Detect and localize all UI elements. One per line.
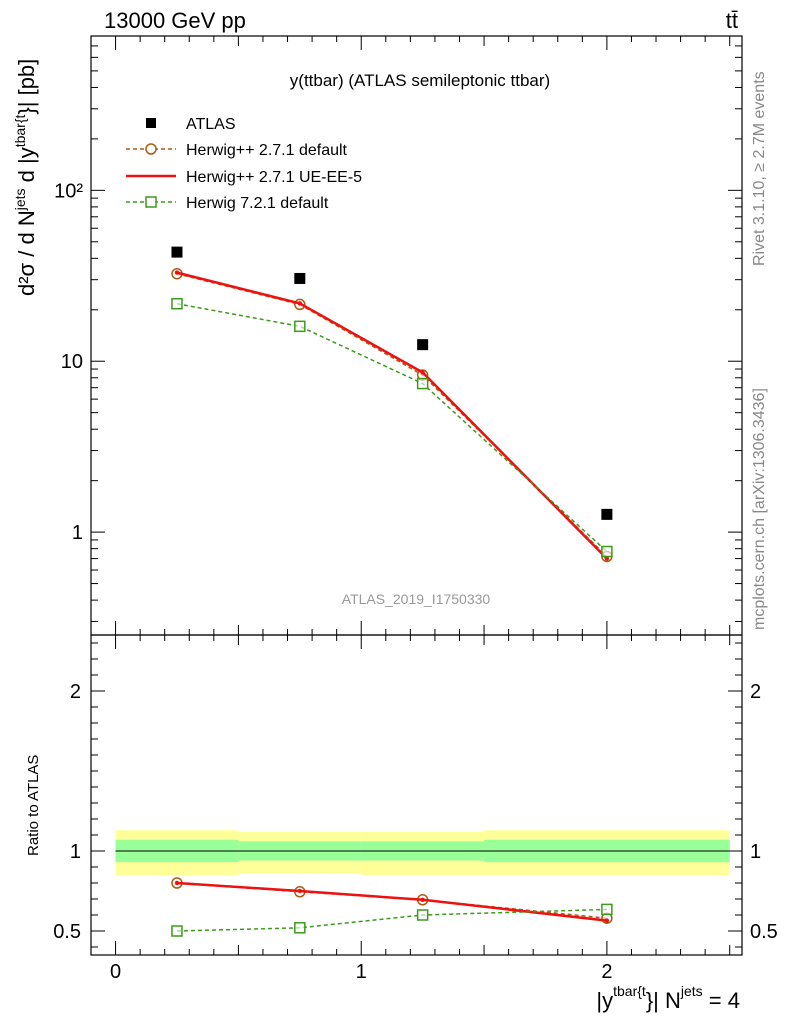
legend: ATLAS Herwig++ 2.7.1 default Herwig++ 2.… [126, 116, 362, 212]
data-point-atlas [601, 508, 613, 520]
data-point-herwig-7-2-1-default [294, 320, 306, 333]
main-panel: y(ttbar) (ATLAS semileptonic ttbar) ATLA… [12, 35, 743, 636]
data-point-herwig-7-2-1-default [601, 545, 613, 558]
data-point-herwig-2-7-1-ue-ee-5 [174, 270, 180, 275]
ratio-line-herwig-2-7-1-ue-ee-5 [176, 881, 608, 922]
mcplots-label: mcplots.cern.ch [arXiv:1306.3436] [751, 388, 768, 630]
ratio-point-herwig-2-7-1-ue-ee-5 [604, 918, 610, 923]
ratio-frame [90, 634, 743, 956]
ratio-point-herwig-7-2-1-default [601, 903, 613, 916]
x-tick-label: 1 [356, 961, 367, 983]
ratio-point-herwig-2-7-1-ue-ee-5 [297, 888, 303, 894]
legend-label-herwig7: Herwig 7.2.1 default [186, 195, 329, 212]
x-tick-label: 2 [601, 961, 612, 983]
data-point-herwig-2-7-1-ue-ee-5 [420, 370, 425, 375]
ratio-line-herwig-7-2-1-default [176, 908, 607, 932]
data-point-herwig-7-2-1-default [171, 297, 183, 310]
data-point-atlas [294, 272, 306, 284]
ratio-y-tick-label-left: 1 [70, 841, 81, 863]
x-axis-label: |ytbar{t}| Njets = 4 [596, 983, 740, 1013]
ratio-y-tick-label-right: 2 [750, 681, 761, 703]
legend-marker-herwig7 [145, 196, 157, 208]
series-line-herwig-2-7-1-ue-ee-5 [176, 271, 608, 560]
y-tick-label: 10 [61, 351, 83, 373]
data-point-atlas [417, 339, 429, 351]
ratio-point-herwig-7-2-1-default [416, 909, 429, 921]
legend-marker-atlas [146, 118, 156, 128]
ratio-y-label: Ratio to ATLAS [25, 755, 42, 856]
series-line-herwig-7-2-1-default [176, 302, 608, 553]
y-axis-label: d²σ / d Njets d |ytbar{t}| [pb] [12, 59, 39, 296]
ratio-y-tick-label-right: 1 [750, 841, 761, 863]
data-point-atlas [171, 246, 183, 258]
header-right: tt̄ [726, 8, 738, 33]
rivet-label: Rivet 3.1.10, ≥ 2.7M events [751, 71, 768, 266]
chart-title: y(ttbar) (ATLAS semileptonic ttbar) [290, 71, 550, 90]
data-point-herwig-7-2-1-default [416, 377, 429, 390]
y-tick-label: 10² [54, 180, 83, 202]
legend-marker-herwigpp-default [145, 143, 157, 155]
header-left: 13000 GeV pp [104, 8, 246, 33]
ratio-point-herwig-2-7-1-ue-ee-5 [420, 897, 425, 902]
ratio-y-tick-label-left: 0.5 [53, 921, 81, 943]
analysis-label: ATLAS_2019_I1750330 [342, 591, 491, 607]
legend-label-herwigpp-default: Herwig++ 2.7.1 default [186, 142, 348, 159]
ratio-point-herwig-2-7-1-ue-ee-5 [174, 880, 180, 886]
data-point-herwig-2-7-1-ue-ee-5 [297, 301, 303, 306]
y-tick-label: 1 [72, 522, 83, 544]
ratio-point-herwig-7-2-1-default [171, 925, 183, 937]
x-tick-label: 0 [110, 961, 121, 983]
legend-label-herwigpp-ueee5: Herwig++ 2.7.1 UE-EE-5 [186, 169, 362, 186]
data-point-herwig-2-7-1-ue-ee-5 [604, 556, 610, 561]
legend-label-atlas: ATLAS [186, 116, 236, 133]
ratio-y-tick-label-left: 2 [70, 681, 81, 703]
ratio-panel: 0.5 0.5 1 1 2 2 0 1 2 Ratio to ATLAS |ytbar{t}| … [25, 634, 778, 1013]
ratio-y-tick-label-right: 0.5 [750, 921, 778, 943]
ratio-point-herwig-7-2-1-default [294, 922, 306, 934]
